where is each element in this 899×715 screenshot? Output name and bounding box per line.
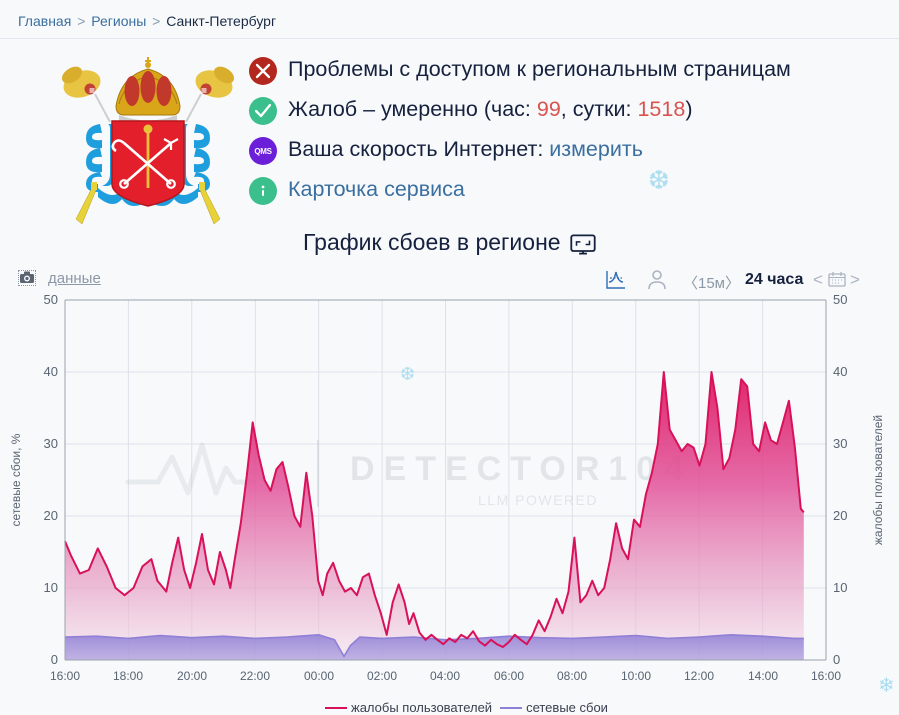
svg-text:DETECTOR104: DETECTOR104 xyxy=(350,450,692,488)
svg-text:40: 40 xyxy=(44,364,58,379)
svg-text:30: 30 xyxy=(833,436,847,451)
svg-text:сетевые сбои, %: сетевые сбои, % xyxy=(9,433,23,526)
svg-text:02:00: 02:00 xyxy=(367,669,397,683)
svg-text:жалобы пользователей: жалобы пользователей xyxy=(871,415,885,545)
svg-text:14:00: 14:00 xyxy=(748,669,778,683)
svg-text:20: 20 xyxy=(44,508,58,523)
svg-text:20:00: 20:00 xyxy=(177,669,207,683)
svg-text:20: 20 xyxy=(833,508,847,523)
svg-text:50: 50 xyxy=(833,292,847,307)
svg-text:LLM POWERED: LLM POWERED xyxy=(478,492,598,508)
svg-text:12:00: 12:00 xyxy=(684,669,714,683)
svg-text:❆: ❆ xyxy=(400,364,415,384)
svg-text:06:00: 06:00 xyxy=(494,669,524,683)
svg-text:40: 40 xyxy=(833,364,847,379)
svg-text:08:00: 08:00 xyxy=(557,669,587,683)
svg-text:04:00: 04:00 xyxy=(430,669,460,683)
svg-text:0: 0 xyxy=(51,652,58,667)
svg-text:50: 50 xyxy=(44,292,58,307)
svg-text:18:00: 18:00 xyxy=(113,669,143,683)
svg-text:00:00: 00:00 xyxy=(304,669,334,683)
svg-text:❄: ❄ xyxy=(878,675,895,697)
svg-text:16:00: 16:00 xyxy=(811,669,841,683)
svg-text:10: 10 xyxy=(44,580,58,595)
svg-text:16:00: 16:00 xyxy=(50,669,80,683)
svg-text:22:00: 22:00 xyxy=(240,669,270,683)
svg-text:30: 30 xyxy=(44,436,58,451)
svg-text:0: 0 xyxy=(833,652,840,667)
svg-text:10:00: 10:00 xyxy=(621,669,651,683)
svg-text:10: 10 xyxy=(833,580,847,595)
